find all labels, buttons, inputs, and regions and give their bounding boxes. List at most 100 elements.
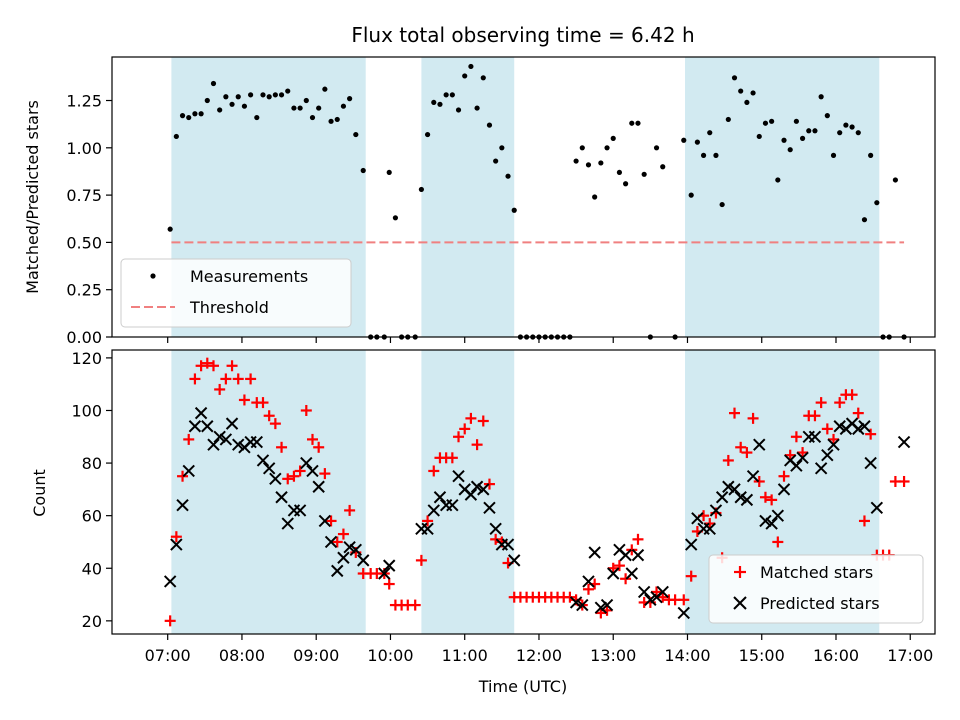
bottom-y-tick-label: 120 — [71, 349, 102, 368]
matched-star-point — [865, 428, 877, 440]
bottom-y-tick-label: 20 — [82, 612, 102, 631]
predicted-star-marker-b — [722, 480, 735, 493]
predicted-star-marker-b — [771, 509, 785, 522]
matched-star-point — [632, 533, 644, 545]
measurement-point — [486, 122, 493, 128]
matched-star-point — [790, 431, 802, 443]
predicted-star-point — [176, 498, 189, 512]
predicted-star-marker-b — [619, 548, 632, 562]
measurement-point — [223, 94, 229, 100]
predicted-star-point — [219, 433, 233, 446]
predicted-star-marker-b — [421, 522, 434, 536]
top-x-ticks — [167, 337, 911, 343]
predicted-star-point — [607, 567, 620, 580]
matched-star-point — [729, 407, 741, 419]
predicted-star-point — [262, 462, 276, 475]
matched-star-point — [453, 431, 465, 443]
predicted-star-point — [182, 464, 195, 478]
predicted-star-point — [337, 551, 350, 564]
matched-star-point — [276, 441, 288, 453]
predicted-star-marker-b — [176, 498, 189, 512]
top-y-tick-label: 1.25 — [66, 92, 102, 111]
predicted-star-point — [306, 464, 319, 478]
matched-star-point — [722, 454, 734, 466]
predicted-star-point — [619, 548, 632, 562]
measurement-point — [186, 114, 192, 121]
legend-matched-label: Matched stars — [760, 563, 873, 582]
predicted-star-point — [170, 538, 183, 551]
predicted-star-point — [897, 435, 911, 449]
predicted-star-marker-b — [207, 438, 220, 451]
matched-star-point — [490, 533, 502, 545]
predicted-star-marker-b — [777, 483, 791, 496]
predicted-star-point — [814, 462, 828, 475]
predicted-star-point — [452, 470, 465, 483]
matched-star-point — [753, 475, 765, 487]
matched-star-point — [313, 441, 325, 453]
predicted-star-marker-b — [897, 435, 911, 449]
matched-star-point — [207, 360, 219, 372]
predicted-star-point — [858, 420, 871, 433]
predicted-star-point — [378, 567, 391, 580]
predicted-star-point — [777, 483, 791, 496]
measurement-point — [322, 86, 328, 92]
measurement-point — [830, 152, 837, 158]
predicted-star-point — [433, 491, 447, 504]
predicted-star-point — [569, 596, 583, 609]
measurement-point — [592, 194, 598, 200]
predicted-star-point — [201, 420, 214, 433]
predicted-star-point — [477, 483, 490, 496]
matched-star-point — [282, 473, 294, 485]
predicted-star-marker-b — [790, 459, 803, 472]
predicted-star-marker-b — [446, 498, 459, 512]
matched-star-point — [685, 570, 697, 582]
measurement-point — [750, 90, 756, 96]
predicted-star-marker-b — [201, 420, 214, 433]
predicted-star-marker-b — [827, 438, 840, 451]
bottom-x-ticks: 07:00 08:00 09:00 10:00 11:00 12:00 13:00 14:00… — [145, 634, 933, 665]
matched-star-point — [220, 373, 232, 385]
x-axis-label: Time (UTC) — [478, 677, 567, 696]
predicted-star-point — [740, 493, 754, 507]
legend-measurements-label: Measurements — [190, 267, 308, 286]
matched-star-point — [288, 470, 300, 482]
measurement-point — [855, 130, 861, 136]
matched-star-point — [747, 412, 759, 424]
matched-star-point — [306, 433, 318, 445]
top-panel: 0.00 0.25 0.50 0.75 1.00 1.25 Flux total obse… — [23, 23, 936, 347]
measurement-point — [309, 114, 316, 121]
predicted-star-marker-b — [677, 606, 690, 620]
predicted-star-point — [421, 522, 434, 536]
bottom-x-tick-label: 16:00 — [813, 646, 859, 665]
predicted-star-marker-b — [331, 564, 344, 578]
measurement-point — [260, 92, 266, 98]
measurement-point — [499, 145, 505, 151]
predicted-star-point — [576, 598, 589, 612]
matched-star-point — [607, 562, 619, 574]
predicted-star-marker-b — [569, 596, 583, 609]
matched-star-point — [300, 404, 312, 416]
matched-star-point — [852, 407, 864, 419]
matched-star-point — [613, 560, 625, 572]
predicted-star-marker-b — [232, 438, 245, 451]
predicted-star-marker-b — [337, 551, 350, 564]
predicted-star-point — [207, 438, 220, 451]
measurement-point — [493, 158, 499, 164]
measurement-point — [874, 200, 880, 206]
matched-star-point — [821, 423, 833, 435]
predicted-star-marker-b — [594, 601, 608, 614]
measurement-point — [347, 96, 353, 102]
bottom-panel: 20 40 60 80 100 120 07:00 08:00 09:00 10:00 11:00… — [30, 349, 936, 696]
predicted-star-point — [489, 522, 502, 536]
measurement-point — [818, 94, 824, 100]
predicted-star-point — [427, 504, 440, 517]
measurement-point — [303, 97, 309, 104]
top-legend-box — [120, 258, 352, 328]
matched-star-point — [232, 373, 244, 385]
matched-star-point — [344, 504, 356, 516]
predicted-star-point — [501, 538, 515, 551]
predicted-star-marker-b — [250, 435, 264, 449]
measurement-point — [719, 201, 725, 208]
predicted-star-marker-b — [452, 470, 465, 483]
predicted-star-point — [691, 512, 704, 525]
